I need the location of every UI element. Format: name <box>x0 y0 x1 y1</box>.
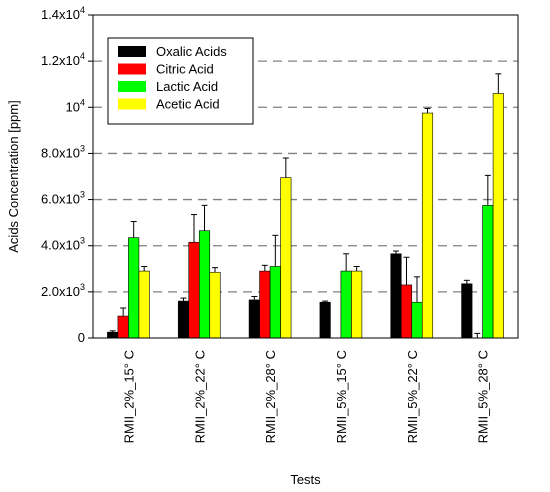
x-tick-label: RMII_5%_22° C <box>405 350 420 443</box>
y-tick-label: 104 <box>66 97 85 114</box>
bar-oxalic-acids <box>248 299 260 339</box>
x-tick-label: RMII_2%_15° C <box>121 350 136 443</box>
legend-label: Acetic Acid <box>156 97 220 112</box>
legend-label: Lactic Acid <box>156 79 218 94</box>
legend-label: Citric Acid <box>156 62 214 77</box>
bar-acetic-acid <box>209 271 221 339</box>
bar-oxalic-acids <box>107 331 119 339</box>
bar-lactic-acid <box>198 230 211 339</box>
bar-lactic-acid <box>482 205 494 339</box>
bar-acetic-acid <box>351 270 363 339</box>
bar-oxalic-acids <box>390 253 402 339</box>
x-tick-label: RMII_5%_15° C <box>334 350 349 443</box>
y-tick-label: 1.2x104 <box>41 51 85 68</box>
bar-acetic-acid <box>492 93 504 339</box>
x-tick-label: RMII_2%_28° C <box>263 350 278 443</box>
bar-lactic-acid <box>128 237 140 339</box>
bar-lactic-acid <box>340 270 352 339</box>
bar-acetic-acid <box>280 177 292 339</box>
bar-acetic-acid <box>421 112 434 339</box>
bars <box>107 73 504 339</box>
legend-label: Oxalic Acids <box>156 44 227 59</box>
axes: 0 2.0x103 4.0x103 6.0x103 8.0x103 104 1.2x104 1… <box>41 5 519 443</box>
y-tick-label: 4.0x103 <box>41 236 85 253</box>
y-tick-label: 2.0x103 <box>41 282 85 299</box>
bar-citric-acid <box>400 284 413 339</box>
bar-lactic-acid <box>269 266 281 339</box>
bar-oxalic-acids <box>319 301 331 339</box>
bar-lactic-acid <box>411 301 423 339</box>
grid-lines <box>93 60 518 293</box>
legend-swatch <box>118 98 146 110</box>
legend-swatch <box>118 46 146 57</box>
x-tick-label: RMII_2%_22° C <box>192 350 207 443</box>
plot-frame <box>92 14 519 339</box>
bar-oxalic-acids <box>461 283 473 339</box>
legend-swatch <box>118 81 146 92</box>
bar-citric-acid <box>117 315 129 339</box>
x-axis-title: Tests <box>290 472 321 487</box>
y-tick-label: 6.0x103 <box>41 190 85 207</box>
y-tick-label: 0 <box>78 330 85 345</box>
y-axis-title: Acids Concentration [ppm] <box>6 100 21 252</box>
bar-citric-acid <box>259 270 271 339</box>
bar-acetic-acid <box>138 270 150 339</box>
legend-swatch <box>118 63 146 75</box>
y-tick-label: 8.0x103 <box>41 143 85 160</box>
y-tick-label: 1.4x104 <box>41 5 85 22</box>
bar-oxalic-acids <box>177 300 190 339</box>
bar-citric-acid <box>188 241 200 339</box>
x-tick-label: RMII_5%_28° C <box>476 350 491 443</box>
legend: Oxalic Acids Citric Acid Lactic Acid Acetic… <box>107 37 254 125</box>
